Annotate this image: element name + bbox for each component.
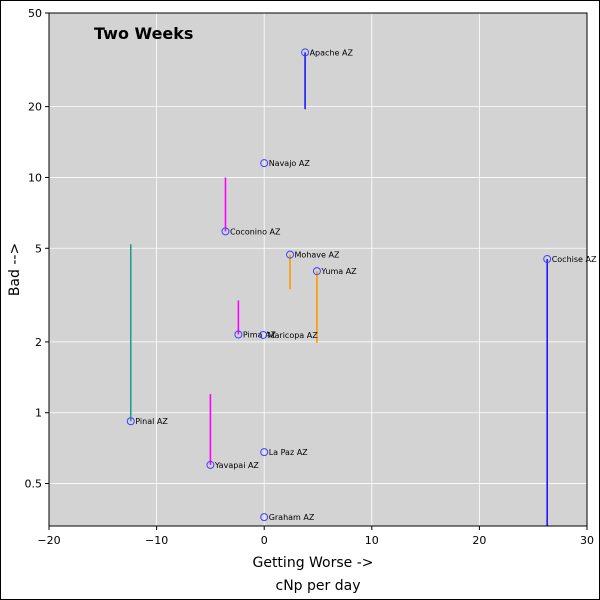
point-label: Graham AZ — [269, 513, 315, 522]
data-point — [221, 227, 230, 236]
y-tick-label: 50 — [28, 7, 42, 20]
y-tick-label: 2 — [35, 336, 42, 349]
point-label: La Paz AZ — [269, 448, 308, 457]
y-axis-label: Bad --> — [7, 243, 23, 296]
x-tick-label: 0 — [261, 534, 268, 547]
data-point — [286, 250, 295, 259]
data-point — [206, 460, 215, 469]
data-point — [260, 513, 269, 522]
data-point — [301, 48, 310, 57]
point-label: Navajo AZ — [269, 159, 311, 168]
y-tick-label: 10 — [28, 171, 42, 184]
x-axis-sublabel: cNp per day — [276, 578, 361, 594]
x-axis-ticks: −20 −10 0 10 20 30 — [37, 526, 594, 547]
x-tick-label: 10 — [365, 534, 379, 547]
y-tick-label: 0.5 — [25, 478, 43, 491]
plot-background — [49, 13, 587, 526]
data-point — [260, 448, 269, 457]
chart-title: Two Weeks — [94, 24, 193, 43]
point-label: Yavapai AZ — [214, 461, 260, 470]
x-tick-label: −10 — [145, 534, 168, 547]
point-label: Cochise AZ — [552, 255, 597, 264]
point-label: Apache AZ — [310, 48, 354, 57]
point-label: Mohave AZ — [295, 251, 340, 260]
point-label: Pinal AZ — [135, 417, 168, 426]
x-tick-label: 30 — [580, 534, 594, 547]
x-axis-label: Getting Worse -> — [252, 555, 373, 571]
trend-tails — [129, 52, 548, 526]
y-tick-label: 5 — [35, 242, 42, 255]
data-point — [260, 159, 269, 168]
point-label: Yuma AZ — [320, 267, 357, 276]
data-point — [259, 330, 268, 339]
data-point — [312, 267, 321, 276]
x-tick-label: −20 — [37, 534, 60, 547]
data-point — [234, 330, 243, 339]
data-point — [126, 417, 135, 426]
point-label: Coconino AZ — [230, 227, 281, 236]
data-point — [543, 255, 552, 264]
y-tick-label: 20 — [28, 101, 42, 114]
plot-border — [48, 12, 588, 527]
point-label: Maricopa AZ — [268, 331, 319, 340]
y-tick-label: 1 — [35, 407, 42, 420]
data-points: Apache AZ Navajo AZ Coconino AZ Mohave AZ Yu… — [126, 48, 597, 522]
y-axis-ticks: 0.5 1 2 5 10 20 50 — [25, 7, 49, 491]
x-tick-label: 20 — [472, 534, 486, 547]
